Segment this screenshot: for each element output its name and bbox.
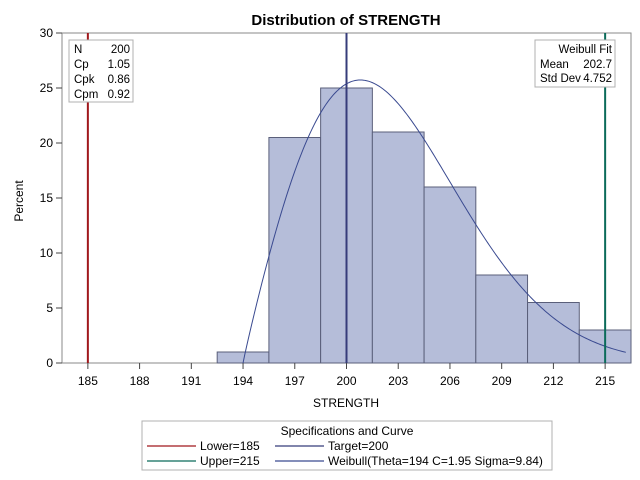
weibull-curve bbox=[242, 79, 626, 364]
stat-value-cp: 1.05 bbox=[108, 59, 130, 71]
capability-stats-box bbox=[68, 39, 134, 103]
fit-value-mean: 202.7 bbox=[583, 59, 612, 71]
legend-title: Specifications and Curve bbox=[281, 424, 414, 438]
fit-header: Weibull Fit bbox=[559, 44, 613, 56]
x-axis-label: STRENGTH bbox=[313, 396, 379, 410]
x-tick-label: 215 bbox=[595, 374, 615, 388]
stat-value-n: 200 bbox=[111, 44, 130, 56]
histogram-bar bbox=[423, 186, 477, 364]
fit-label-stddev: Std Dev bbox=[540, 73, 581, 85]
stat-value-cpk: 0.86 bbox=[108, 74, 130, 86]
stat-label-cpk: Cpk bbox=[74, 74, 95, 86]
y-tick-label: 10 bbox=[40, 246, 54, 260]
y-tick-label: 20 bbox=[40, 136, 54, 150]
x-tick-label: 206 bbox=[440, 374, 460, 388]
y-tick-label: 0 bbox=[46, 356, 53, 370]
y-tick-label: 5 bbox=[46, 301, 53, 315]
y-tick-label: 15 bbox=[40, 191, 54, 205]
weibull-fit-box bbox=[534, 39, 616, 88]
fit-label-mean: Mean bbox=[540, 59, 569, 71]
plot-area bbox=[61, 32, 632, 364]
stat-label-cp: Cp bbox=[74, 59, 89, 71]
capability-stats-inset: N 200 Cp 1.05 Cpk 0.86 Cpm 0.92 bbox=[68, 39, 134, 103]
chart-title: Distribution of STRENGTH bbox=[251, 12, 440, 29]
axis-ticks: 185 188 191 194 197 200 203 206 209 212 215 0 5 10 15 2… bbox=[40, 26, 616, 388]
x-tick-label: 194 bbox=[233, 374, 253, 388]
fit-value-stddev: 4.752 bbox=[583, 73, 612, 85]
histogram-bar bbox=[371, 131, 425, 364]
x-tick-label: 212 bbox=[543, 374, 563, 388]
y-tick-label: 30 bbox=[40, 26, 54, 40]
x-tick-label: 197 bbox=[285, 374, 305, 388]
legend-label-lower: Lower=185 bbox=[200, 439, 260, 453]
x-tick-label: 188 bbox=[130, 374, 150, 388]
stat-value-cpm: 0.92 bbox=[108, 89, 130, 101]
x-tick-label: 191 bbox=[181, 374, 201, 388]
y-tick-label: 25 bbox=[40, 81, 54, 95]
x-tick-label: 200 bbox=[336, 374, 356, 388]
x-tick-label: 209 bbox=[492, 374, 512, 388]
legend-label-curve: Weibull(Theta=194 C=1.95 Sigma=9.84) bbox=[328, 454, 543, 468]
stat-label-n: N bbox=[74, 44, 82, 56]
stat-label-cpm: Cpm bbox=[74, 89, 98, 101]
legend: Specifications and Curve Lower=185 Targe… bbox=[141, 420, 553, 471]
weibull-fit-inset: Weibull Fit Mean 202.7 Std Dev 4.752 bbox=[534, 39, 616, 88]
histogram-bar bbox=[527, 302, 580, 364]
x-tick-label: 185 bbox=[78, 374, 98, 388]
legend-label-target: Target=200 bbox=[328, 439, 389, 453]
legend-box bbox=[141, 420, 553, 471]
y-axis-label: Percent bbox=[12, 180, 26, 222]
histogram-bar bbox=[475, 274, 529, 364]
legend-label-upper: Upper=215 bbox=[200, 454, 260, 468]
x-tick-label: 203 bbox=[388, 374, 408, 388]
